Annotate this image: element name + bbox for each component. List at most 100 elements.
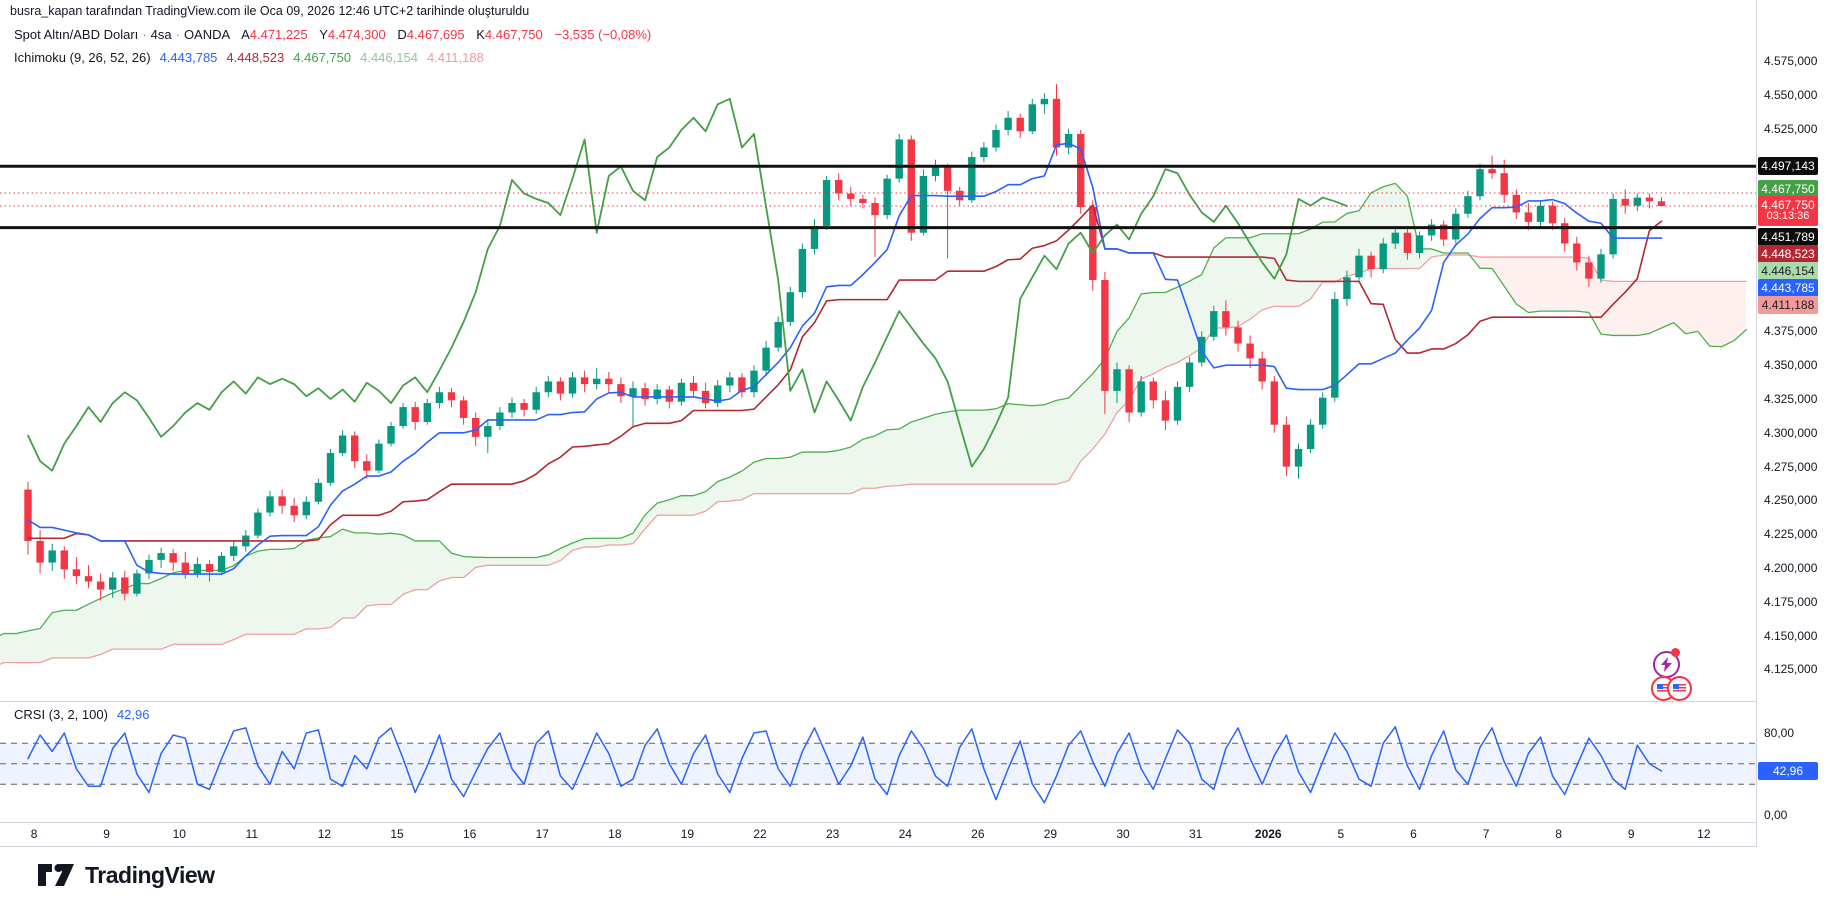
us-flag-event-icon[interactable]	[1667, 676, 1692, 701]
time-tick-label[interactable]: 19	[680, 827, 695, 841]
candle-up	[1633, 197, 1641, 206]
candle-down	[411, 407, 419, 422]
price-axis[interactable]: 4.575,000 4.550,000 4.525,000 4.375,000 4.35…	[1757, 0, 1823, 847]
crsi-value-badge[interactable]: 42,96	[1758, 762, 1818, 780]
change-value: −3,535 (−0,08%)	[554, 27, 652, 42]
candle-up	[1306, 424, 1315, 450]
tradingview-logo[interactable]: TradingView	[36, 860, 215, 890]
time-tick-label[interactable]: 22	[753, 827, 767, 841]
time-tick-label[interactable]: 31	[1188, 827, 1203, 841]
candle-down	[835, 179, 843, 194]
candle-down	[847, 193, 855, 199]
candle-down	[181, 562, 189, 574]
time-tick-label[interactable]: 30	[1116, 827, 1130, 841]
candle-up	[629, 388, 637, 397]
time-tick-label[interactable]: 7	[1482, 827, 1490, 841]
candle-up	[109, 577, 117, 590]
ichimoku-cloud-segment	[717, 477, 730, 502]
ichimoku-cloud-segment	[669, 495, 682, 516]
candle-up	[193, 563, 202, 574]
ichimoku-cloud-segment	[1153, 292, 1166, 374]
candle-up	[133, 573, 141, 594]
ichimoku-cloud-segment	[15, 630, 28, 663]
time-tick-label[interactable]: 12	[1697, 827, 1711, 841]
candle-down	[1077, 134, 1085, 208]
time-tick-label[interactable]: 12	[317, 827, 332, 841]
time-tick-label[interactable]: 9	[103, 827, 110, 841]
last-price-countdown-badge[interactable]: 4.467,750 03:13:36	[1758, 196, 1818, 226]
time-tick-label[interactable]: 26	[971, 827, 985, 841]
time-tick-label[interactable]: 29	[1043, 827, 1058, 841]
price-tick-label: 4.350,000	[1764, 358, 1818, 373]
ichimoku-cloud-segment	[1528, 257, 1541, 313]
price-chart-canvas[interactable]	[0, 0, 1835, 847]
candle-down	[1161, 400, 1170, 421]
high-value: 4.474,300	[327, 27, 386, 42]
ichimoku-cloud-segment	[28, 628, 41, 663]
tenkan-line	[27, 142, 1663, 575]
candle-up	[423, 403, 431, 422]
kijun-price-badge[interactable]: 4.448,523	[1758, 245, 1818, 263]
senkou-b-price-badge[interactable]: 4.411,188	[1758, 296, 1818, 314]
high-label: Y	[319, 27, 328, 42]
ichimoku-cloud-segment	[1419, 248, 1432, 269]
tenkan-price-badge[interactable]: 4.443,785	[1758, 279, 1818, 297]
candle-up	[919, 175, 928, 233]
ichimoku-cloud-segment	[427, 540, 440, 590]
candle-up	[726, 377, 734, 386]
horizontal-line-price-lower-badge[interactable]: 4.451,789	[1758, 228, 1818, 246]
time-tick-label[interactable]: 8	[1555, 827, 1562, 841]
symbol-title[interactable]: Spot Altın/ABD Doları	[14, 27, 139, 42]
time-tick-label[interactable]: 5	[1337, 827, 1345, 841]
candle-down	[1488, 169, 1496, 174]
candle-up	[931, 166, 940, 176]
candle-down	[617, 384, 625, 397]
symbol-header[interactable]: Spot Altın/ABD Doları · 4sa · OANDA A4.471,2…	[14, 27, 651, 42]
ichimoku-cloud-segment	[996, 403, 1009, 485]
ichimoku-cloud-segment	[1540, 257, 1553, 312]
ichimoku-cloud-segment	[875, 429, 888, 489]
candle-up	[774, 321, 782, 348]
senkou-a-price-badge[interactable]: 4.446,154	[1758, 262, 1818, 280]
countdown-timer: 03:13:36	[1766, 210, 1810, 222]
price-tick-label: 4.525,000	[1764, 121, 1818, 136]
ichimoku-title[interactable]: Ichimoku (9, 26, 52, 26)	[14, 50, 151, 65]
chikou-price-badge[interactable]: 4.467,750	[1758, 180, 1818, 198]
time-tick-label[interactable]: 2026	[1254, 827, 1282, 841]
ichimoku-cloud-segment	[584, 538, 597, 548]
ichimoku-cloud-segment	[983, 408, 996, 485]
ichimoku-cloud-segment	[899, 421, 912, 486]
candle-down	[169, 553, 177, 563]
candle-up	[508, 403, 516, 413]
candle-down	[1367, 255, 1375, 270]
ichimoku-cloud-segment	[64, 610, 77, 658]
time-tick-label[interactable]: 16	[462, 827, 477, 841]
price-tick-label: 4.300,000	[1764, 425, 1818, 440]
time-tick-label[interactable]: 15	[390, 827, 404, 841]
time-tick-label[interactable]: 10	[172, 827, 186, 841]
time-tick-label[interactable]: 8	[30, 827, 38, 841]
crsi-legend[interactable]: CRSI (3, 2, 100) 42,96	[14, 707, 149, 722]
candle-up	[1040, 98, 1049, 105]
main-pane[interactable]	[0, 83, 1757, 755]
time-tick-label[interactable]: 24	[898, 827, 912, 841]
ichimoku-cloud-segment	[1480, 257, 1493, 269]
candle-up	[1343, 277, 1351, 299]
time-tick-label[interactable]: 6	[1410, 827, 1417, 841]
ichimoku-legend[interactable]: Ichimoku (9, 26, 52, 26) 4.443,785 4.448,5…	[14, 50, 484, 65]
candle-down	[1101, 280, 1109, 391]
crsi-pane[interactable]	[0, 726, 1757, 804]
interval-label[interactable]: 4sa	[150, 27, 172, 42]
time-tick-label[interactable]: 23	[825, 827, 840, 841]
time-tick-label[interactable]: 9	[1627, 827, 1635, 841]
time-tick-label[interactable]: 11	[245, 827, 259, 841]
candle-down	[1524, 212, 1533, 222]
candle-down	[665, 389, 673, 402]
candle-up	[1536, 205, 1545, 222]
crsi-title[interactable]: CRSI (3, 2, 100)	[14, 707, 108, 722]
ichimoku-cloud-segment	[850, 439, 863, 494]
time-tick-label[interactable]: 18	[608, 827, 622, 841]
horizontal-line-price-upper-badge[interactable]: 4.497,143	[1758, 157, 1818, 175]
time-tick-label[interactable]: 17	[535, 827, 549, 841]
exchange-label[interactable]: OANDA	[183, 27, 230, 42]
